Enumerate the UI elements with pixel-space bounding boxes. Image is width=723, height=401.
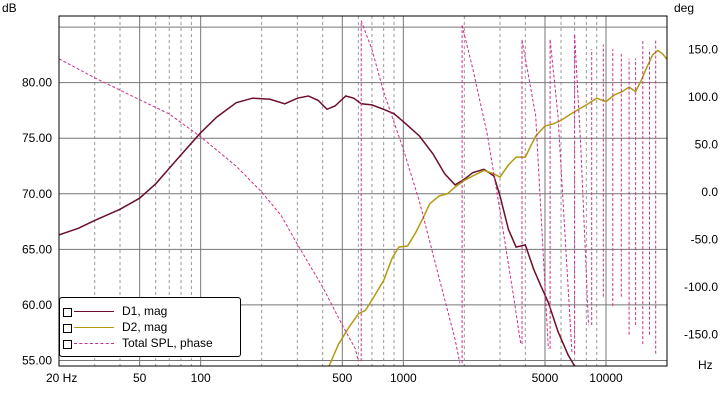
legend: D1, mag D2, mag Total SPL, phase [59,297,241,357]
y2-tick-label: 150.0 [688,42,718,56]
x-tick-label: 100 [191,371,211,385]
y-tick-label: 80.00 [22,76,52,90]
y-tick-label: 65.00 [22,242,52,256]
y-tick-label: 60.00 [22,298,52,312]
y2-tick-label: -150.0 [684,328,718,342]
x-tick-label: 500 [332,371,352,385]
legend-checkbox-icon[interactable] [63,307,72,317]
x-tick-label: 10000 [589,371,623,385]
legend-checkbox-icon[interactable] [63,323,72,333]
series-phase-wraps [360,20,657,364]
x-tick-label: 5000 [532,371,559,385]
legend-label: D1, mag [122,304,168,318]
y-axis-label: dB [2,1,17,15]
plot-frame [58,15,668,367]
x-tick-label: 1000 [390,371,417,385]
series-line-1 [328,49,667,366]
legend-item-phase: Total SPL, phase [60,335,240,353]
legend-item-d1: D1, mag [60,303,240,321]
series-line-0 [59,95,576,366]
x-tick-label: 20 Hz [46,371,77,385]
legend-label: D2, mag [122,320,168,334]
legend-swatch [74,311,114,312]
y2-axis-label: deg [674,1,694,15]
legend-swatch [74,343,114,344]
tick-labels: 20 Hz 50 100 500 1000 5000 10000 55.00 60.00 65.0… [22,42,718,385]
legend-label: Total SPL, phase [122,336,213,350]
y2-tick-label: 50.0 [695,137,719,151]
y2-tick-label: -100.0 [684,280,718,294]
legend-checkbox-icon[interactable] [63,339,72,349]
series [59,21,667,366]
x-axis-label: Hz [698,358,713,372]
y2-tick-label: 0.0 [701,185,718,199]
y2-tick-label: 100.0 [688,90,718,104]
y-tick-label: 55.00 [22,353,52,367]
legend-item-d2: D2, mag [60,319,240,337]
x-tick-label: 50 [133,371,147,385]
y2-tick-label: -50.0 [691,233,719,247]
axis-labels: dB deg Hz [2,1,713,372]
legend-swatch [74,327,114,328]
y-tick-label: 75.00 [22,131,52,145]
y-tick-label: 70.00 [22,187,52,201]
